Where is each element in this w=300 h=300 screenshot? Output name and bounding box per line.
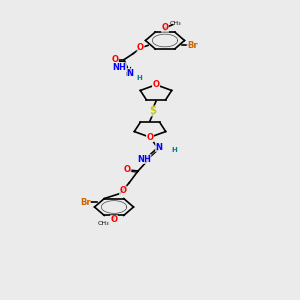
- Text: Br: Br: [80, 198, 90, 207]
- Text: O: O: [146, 133, 154, 142]
- Text: O: O: [161, 23, 169, 32]
- Text: N: N: [155, 142, 163, 152]
- Text: O: O: [152, 80, 160, 89]
- Text: CH₃: CH₃: [98, 221, 109, 226]
- Text: O: O: [119, 186, 127, 195]
- Text: O: O: [110, 215, 118, 224]
- Text: NH: NH: [113, 63, 127, 72]
- Text: H: H: [136, 75, 142, 81]
- Text: S: S: [149, 106, 157, 116]
- Text: O: O: [124, 165, 131, 174]
- Text: O: O: [137, 43, 144, 52]
- Text: CH₃: CH₃: [170, 22, 181, 26]
- Text: NH: NH: [137, 154, 151, 164]
- Text: H: H: [171, 147, 177, 153]
- Text: O: O: [112, 55, 118, 64]
- Text: N: N: [127, 69, 134, 78]
- Text: Br: Br: [187, 41, 198, 50]
